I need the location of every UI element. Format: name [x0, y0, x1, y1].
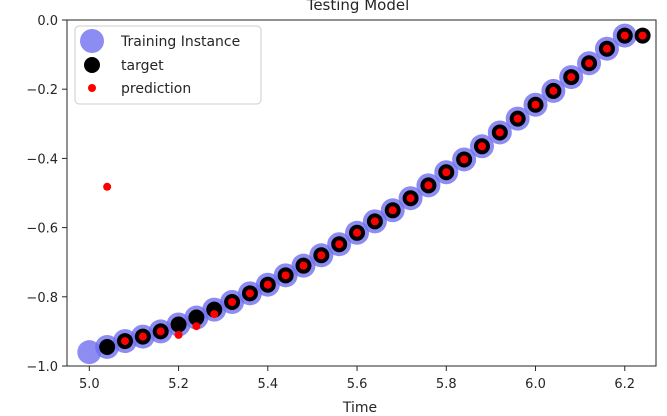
- prediction-point: [620, 31, 629, 40]
- chart-title: Testing Model: [306, 0, 410, 14]
- prediction-point: [549, 86, 558, 95]
- prediction-point: [602, 44, 611, 53]
- prediction-point: [263, 280, 272, 289]
- prediction-point: [424, 181, 433, 190]
- x-tick-label: 6.2: [614, 377, 635, 392]
- prediction-point: [370, 217, 379, 226]
- prediction-point: [531, 100, 540, 109]
- prediction-point: [513, 114, 522, 123]
- prediction-point: [567, 73, 576, 82]
- target-point: [206, 301, 223, 318]
- prediction-point: [156, 327, 165, 336]
- legend-marker-target: [84, 57, 100, 73]
- prediction-point: [638, 31, 647, 40]
- prediction-point: [335, 240, 344, 249]
- x-tick-label: 5.2: [168, 377, 189, 392]
- prediction-point: [477, 142, 486, 151]
- target-point: [188, 309, 205, 326]
- prediction-point: [138, 332, 147, 341]
- prediction-point: [121, 337, 130, 346]
- target-point: [170, 316, 187, 333]
- prediction-point: [281, 271, 290, 280]
- x-tick-label: 5.4: [257, 377, 278, 392]
- prediction-point: [103, 182, 112, 191]
- legend-frame: [74, 25, 262, 105]
- prediction-point: [210, 310, 219, 319]
- prediction-point: [495, 128, 504, 137]
- prediction-point: [406, 194, 415, 203]
- prediction-point: [228, 297, 237, 306]
- x-tick-label: 5.0: [79, 377, 100, 392]
- legend-marker-training-instance: [80, 29, 104, 53]
- y-tick-label: 0.0: [37, 14, 58, 29]
- prediction-point: [245, 289, 254, 298]
- y-tick-label: −0.4: [26, 152, 58, 167]
- plot-area-frame: [66, 19, 657, 367]
- prediction-point: [460, 155, 469, 164]
- x-tick-label: 6.0: [525, 377, 546, 392]
- target-point: [99, 338, 116, 355]
- x-tick-label: 5.6: [347, 377, 368, 392]
- legend-label-target: target: [121, 58, 164, 74]
- y-tick-label: −0.8: [26, 291, 58, 306]
- legend-marker-prediction: [88, 84, 96, 92]
- x-axis-label: Time: [342, 400, 377, 416]
- prediction-point: [192, 322, 201, 331]
- prediction-point: [388, 206, 397, 215]
- prediction-point: [442, 168, 451, 177]
- prediction-point: [317, 251, 326, 260]
- legend-label-training-instance: Training Instance: [120, 34, 240, 50]
- legend: Training Instance target prediction: [74, 25, 262, 105]
- y-tick-label: −0.6: [26, 222, 58, 237]
- prediction-point: [353, 228, 362, 237]
- prediction-point: [585, 59, 594, 68]
- y-tick-label: −0.2: [26, 83, 58, 98]
- prediction-point: [299, 261, 308, 270]
- prediction-point: [174, 330, 183, 339]
- y-tick-label: −1.0: [26, 360, 58, 375]
- x-tick-label: 5.8: [436, 377, 457, 392]
- legend-label-prediction: prediction: [121, 81, 191, 97]
